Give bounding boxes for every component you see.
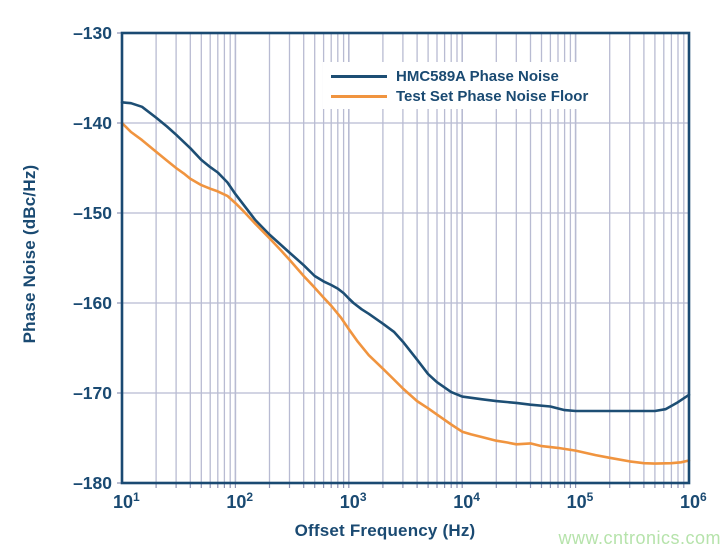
x-axis-title: Offset Frequency (Hz) (294, 521, 476, 540)
svg-text:105: 105 (567, 490, 594, 512)
test-set-curve (120, 121, 691, 465)
x-tick-labels: 101 102 103 104 105 106 (113, 490, 707, 512)
legend-item-hmc589a: HMC589A Phase Noise (331, 68, 588, 85)
svg-text:102: 102 (226, 490, 253, 512)
legend-label-hmc589a: HMC589A Phase Noise (396, 68, 559, 85)
svg-text:104: 104 (453, 490, 480, 512)
legend-swatch-hmc589a (331, 75, 387, 78)
svg-text:–130: –130 (73, 23, 112, 43)
svg-text:–170: –170 (73, 383, 112, 403)
y-axis-title: Phase Noise (dBc/Hz) (20, 164, 39, 344)
svg-text:103: 103 (340, 490, 367, 512)
svg-text:–180: –180 (73, 473, 112, 493)
svg-text:106: 106 (680, 490, 707, 512)
svg-text:–150: –150 (73, 203, 112, 223)
hmc589a-curve (120, 101, 691, 413)
svg-text:–140: –140 (73, 113, 112, 133)
watermark: www.cntronics.com (558, 528, 721, 548)
legend-swatch-test-set (331, 95, 387, 98)
svg-text:–160: –160 (73, 293, 112, 313)
legend-item-test-set: Test Set Phase Noise Floor (331, 88, 588, 105)
legend-label-test-set: Test Set Phase Noise Floor (396, 88, 589, 105)
legend: HMC589A Phase Noise Test Set Phase Noise… (323, 62, 605, 109)
svg-text:101: 101 (113, 490, 140, 512)
plot-border (120, 31, 691, 485)
y-tick-labels: –130 –140 –150 –160 –170 –180 (73, 23, 112, 493)
